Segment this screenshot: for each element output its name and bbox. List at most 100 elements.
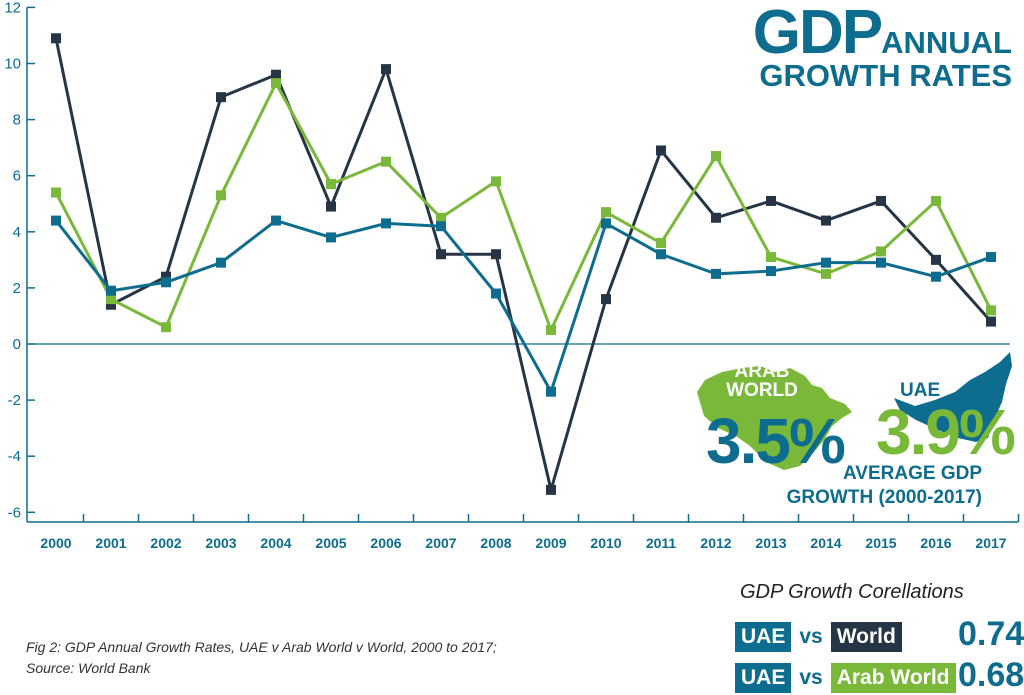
y-tick-label: 8 (13, 112, 21, 129)
data-point-uae (106, 285, 116, 296)
data-point-arab_world (766, 252, 776, 263)
data-point-uae (656, 249, 666, 260)
chart-title: GDPANNUAL GROWTH RATES (753, 2, 1012, 92)
correlation-value-arab-world: 0.68 (958, 656, 1024, 694)
y-tick-label: 4 (13, 224, 21, 241)
data-point-uae (216, 257, 226, 268)
uae-label: UAE (900, 380, 941, 401)
data-point-arab_world (161, 322, 171, 333)
data-point-uae (876, 257, 886, 268)
x-tick-label: 2010 (590, 535, 621, 551)
data-point-arab_world (711, 151, 721, 162)
data-point-world (711, 212, 721, 223)
x-tick-label: 2008 (480, 535, 511, 551)
series-uae (51, 215, 996, 397)
data-point-uae (381, 218, 391, 229)
corr-vs: vs (799, 666, 823, 689)
corr-right-label: Arab World (830, 663, 956, 693)
data-point-uae (601, 218, 611, 229)
title-growth-rates: GROWTH RATES (759, 58, 1012, 93)
y-tick-label: 0 (13, 336, 21, 353)
y-tick-label: 2 (13, 280, 21, 297)
data-point-world (106, 299, 116, 310)
x-tick-label: 2017 (975, 535, 1006, 551)
x-tick-label: 2013 (755, 535, 786, 551)
uae-average: 3.9% (876, 396, 1016, 468)
x-tick-label: 2012 (700, 535, 731, 551)
data-point-uae (986, 252, 996, 263)
data-point-arab_world (601, 207, 611, 218)
figure-caption: Fig 2: GDP Annual Growth Rates, UAE v Ar… (26, 637, 497, 679)
data-point-arab_world (491, 176, 501, 187)
corr-vs: vs (799, 625, 823, 648)
data-point-world (601, 294, 611, 305)
x-tick-label: 2014 (810, 535, 841, 551)
data-point-uae (766, 266, 776, 277)
caption-line1: Fig 2: GDP Annual Growth Rates, UAE v Ar… (26, 639, 497, 655)
series-world (51, 33, 996, 495)
data-point-arab_world (106, 294, 116, 305)
data-point-world (546, 484, 556, 495)
x-tick-label: 2005 (315, 535, 346, 551)
data-point-arab_world (381, 156, 391, 167)
arab-world-map (697, 366, 852, 470)
maps (697, 352, 1012, 470)
arab-label-line1: ARAB (734, 361, 790, 382)
data-point-uae (161, 277, 171, 288)
x-tick-label: 2015 (865, 535, 896, 551)
x-axis: 2000 2001 2002 2003 2004 2005 2006 2007 2008 2009… (27, 514, 1020, 551)
data-point-arab_world (986, 305, 996, 316)
series-line-arab_world (54, 81, 993, 332)
x-tick-label: 2007 (425, 535, 456, 551)
series-line-uae (54, 219, 992, 394)
data-point-world (766, 195, 776, 206)
x-tick-label: 2009 (535, 535, 566, 551)
x-tick-label: 2004 (260, 535, 291, 551)
data-point-world (821, 215, 831, 226)
data-point-uae (271, 215, 281, 226)
uae-map (894, 352, 1012, 442)
avg-line2: GROWTH (2000-2017) (786, 487, 982, 508)
data-point-uae (821, 257, 831, 268)
data-point-arab_world (436, 212, 446, 223)
data-point-arab_world (931, 195, 941, 206)
data-point-arab_world (271, 78, 281, 89)
data-point-arab_world (326, 179, 336, 190)
arab-label-line2: WORLD (726, 380, 798, 401)
title-annual: ANNUAL (881, 25, 1012, 60)
corr-left-label: UAE (735, 663, 792, 693)
x-tick-label: 2006 (370, 535, 401, 551)
x-tick-label: 2001 (95, 535, 126, 551)
data-point-world (986, 316, 996, 327)
data-point-uae (491, 288, 501, 299)
data-point-uae (51, 215, 61, 226)
data-point-uae (436, 221, 446, 232)
arab-world-average: 3.5% (706, 405, 846, 477)
y-tick-label: 10 (4, 56, 21, 73)
y-tick-label: -4 (8, 448, 21, 465)
data-point-world (326, 201, 336, 212)
x-tick-label: 2002 (150, 535, 181, 551)
series-layer (51, 33, 996, 495)
corr-left-label: UAE (735, 622, 792, 652)
x-tick-label: 2011 (646, 535, 677, 551)
data-point-world (381, 64, 391, 75)
data-point-uae (546, 386, 556, 397)
caption-line2: Source: World Bank (26, 660, 151, 676)
data-point-world (51, 33, 61, 44)
data-point-world (656, 145, 666, 156)
correlation-row-arab-world: UAE vs Arab World (735, 663, 956, 693)
average-gdp-text: AVERAGE GDP GROWTH (2000-2017) (787, 462, 982, 510)
data-point-arab_world (546, 324, 556, 335)
data-point-uae (711, 268, 721, 279)
data-point-uae (931, 271, 941, 282)
y-tick-label: -6 (8, 504, 21, 521)
arab-world-label: ARAB WORLD (722, 362, 802, 400)
data-point-world (271, 69, 281, 80)
correlation-row-world: UAE vs World (735, 622, 902, 652)
y-tick-label: -2 (8, 392, 21, 409)
data-point-world (161, 271, 171, 282)
corr-right-label: World (830, 622, 902, 652)
correlations-title: GDP Growth Corellations (740, 581, 964, 603)
correlation-value-world: 0.74 (958, 615, 1024, 653)
